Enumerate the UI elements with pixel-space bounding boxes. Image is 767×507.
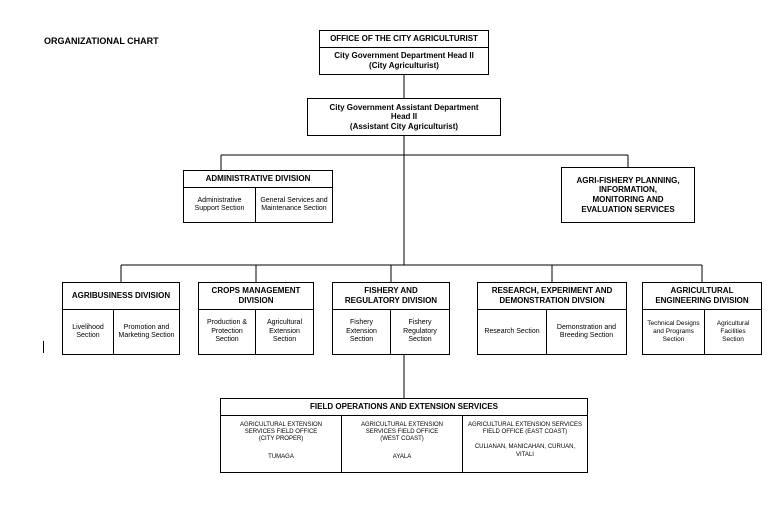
assistant-l1: City Government Assistant Department (329, 103, 478, 113)
f1l1: AGRICULTURAL EXTENSION (240, 422, 322, 429)
field-col2: AGRICULTURAL EXTENSION SERVICES FIELD OF… (341, 415, 463, 473)
fishery-title: FISHERY AND REGULATORY DIVISION (332, 282, 450, 310)
f2l4: AYALA (393, 454, 411, 461)
agriplan-l2: INFORMATION, (599, 185, 657, 195)
field-title: FIELD OPERATIONS AND EXTENSION SERVICES (220, 398, 588, 416)
research-left: Research Section (477, 309, 547, 355)
head-line2: (City Agriculturist) (369, 61, 439, 71)
agribusiness-left: Livelihood Section (62, 309, 114, 355)
engineering-right: Agricultural Facilities Section (704, 309, 762, 355)
engineering-title: AGRICULTURAL ENGINEERING DIVISION (642, 282, 762, 310)
office-head: City Government Department Head II (City… (319, 47, 489, 75)
engineering-left: Technical Designs and Programs Section (642, 309, 705, 355)
fishery-left: Fishery Extension Section (332, 309, 391, 355)
office-header: OFFICE OF THE CITY AGRICULTURIST (319, 30, 489, 48)
field-col3: AGRICULTURAL EXTENSION SERVICES FIELD OF… (462, 415, 588, 473)
agriplan-l3: MONITORING AND (592, 195, 663, 205)
head-line1: City Government Department Head II (334, 51, 474, 61)
f2l3: (WEST COAST) (380, 436, 424, 443)
research-right: Demonstration and Breeding Section (546, 309, 627, 355)
agriplan-l4: EVALUATION SERVICES (581, 205, 674, 215)
crops-title: CROPS MANAGEMENT DIVISION (198, 282, 314, 310)
text-cursor (43, 341, 44, 353)
crops-right: Agricultural Extension Section (255, 309, 314, 355)
f1l4: TUMAGA (268, 454, 294, 461)
f1l2: SERVICES FIELD OFFICE (245, 429, 318, 436)
assistant-l3: (Assistant City Agriculturist) (350, 122, 458, 132)
assistant-l2: Head II (391, 112, 417, 122)
agribusiness-title: AGRIBUSINESS DIVISION (62, 282, 180, 310)
agriplan-l1: AGRI-FISHERY PLANNING, (576, 176, 679, 186)
f3l3: CULIANAN, MANICAHAN, CURUAN, VITALI (467, 444, 583, 458)
agri-plan: AGRI-FISHERY PLANNING, INFORMATION, MONI… (561, 167, 695, 223)
admin-title: ADMINISTRATIVE DIVISION (183, 170, 333, 188)
admin-left: Administrative Support Section (183, 187, 256, 223)
field-col1: AGRICULTURAL EXTENSION SERVICES FIELD OF… (220, 415, 342, 473)
agribusiness-right: Promotion and Marketing Section (113, 309, 180, 355)
crops-left: Production & Protection Section (198, 309, 256, 355)
research-title: RESEARCH, EXPERIMENT AND DEMONSTRATION D… (477, 282, 627, 310)
fishery-right: Fishery Regulatory Section (390, 309, 450, 355)
f1l3: (CITY PROPER) (259, 436, 304, 443)
f2l2: SERVICES FIELD OFFICE (366, 429, 439, 436)
f3l2: FIELD OFFICE (EAST COAST) (483, 429, 567, 436)
admin-right: General Services and Maintenance Section (255, 187, 333, 223)
f2l1: AGRICULTURAL EXTENSION (361, 422, 443, 429)
assistant-head: City Government Assistant Department Hea… (307, 98, 501, 136)
page-title: ORGANIZATIONAL CHART (44, 36, 159, 46)
f3l1: AGRICULTURAL EXTENSION SERVICES (468, 422, 582, 429)
